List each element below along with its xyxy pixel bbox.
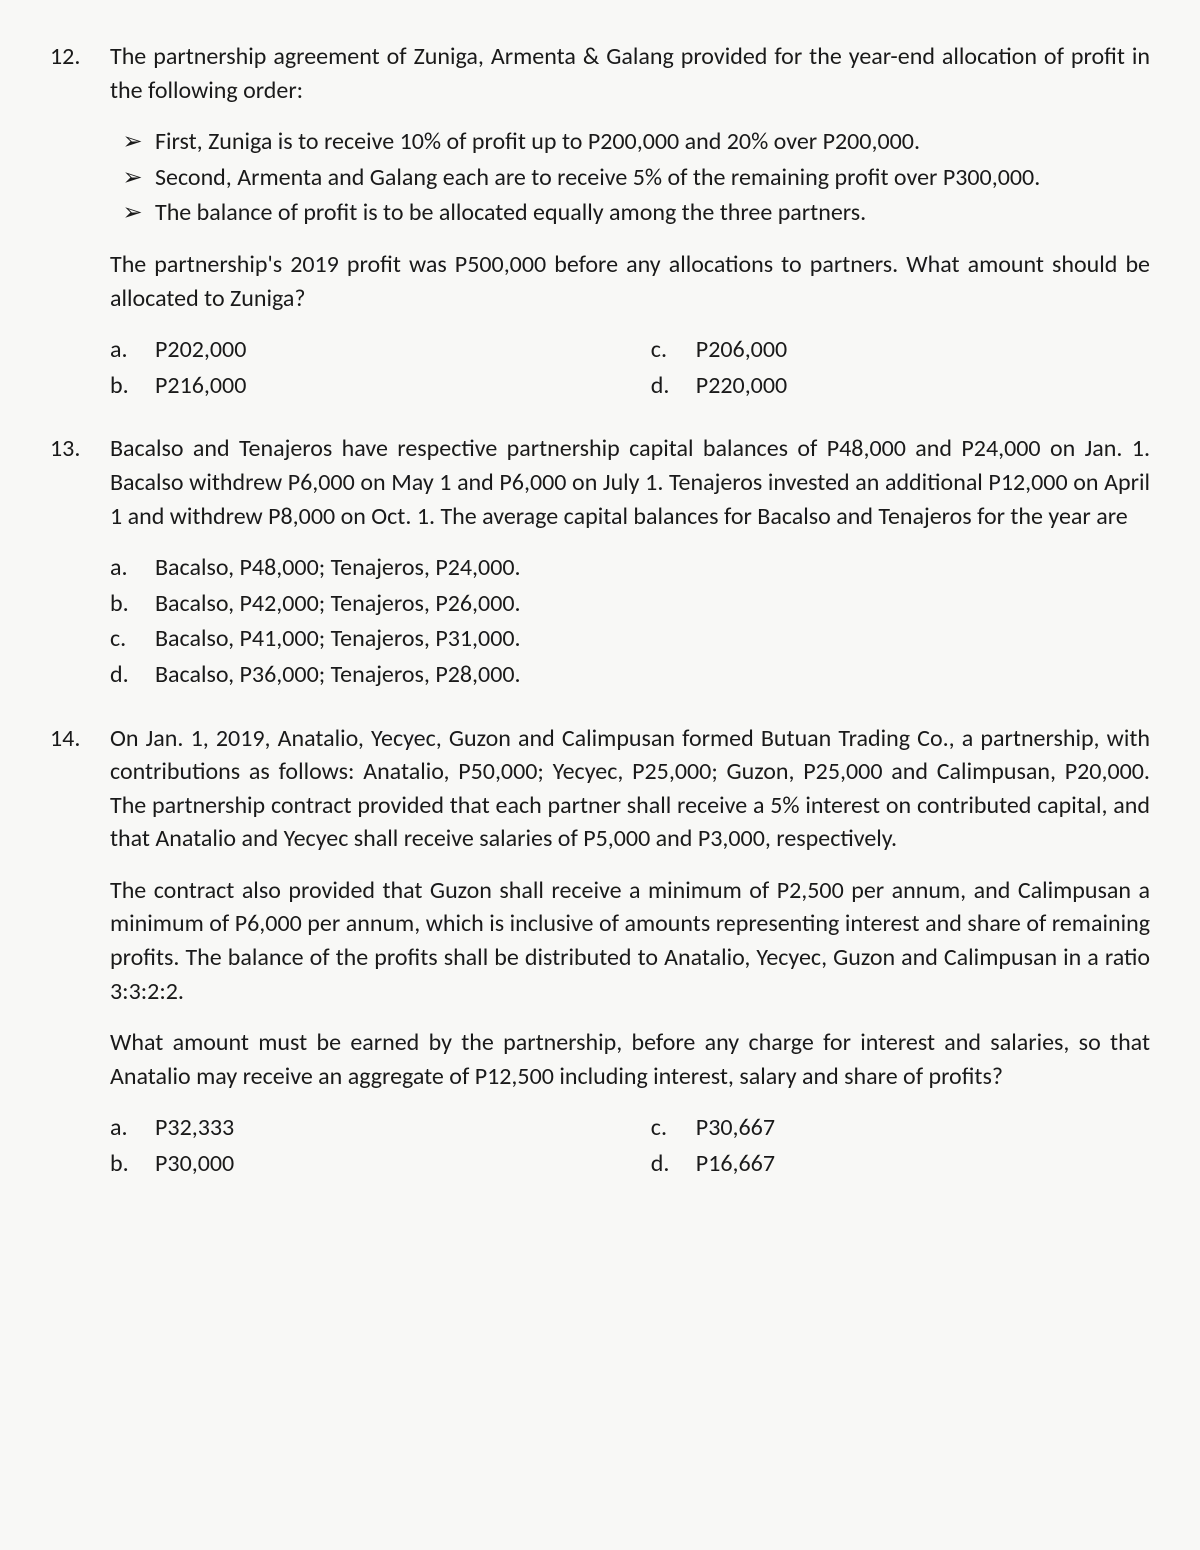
question-13: 13. Bacalso and Tenajeros have respectiv… — [50, 432, 1150, 693]
choice-text: P16,667 — [696, 1147, 1150, 1181]
choices: a. P202,000 b. P216,000 c. P206,000 d. P… — [110, 333, 1150, 404]
choice-letter: a. — [110, 1111, 155, 1145]
choice-text: P220,000 — [696, 369, 1150, 403]
choice-text: P206,000 — [696, 333, 1150, 367]
choice-c: c. P30,667 — [651, 1111, 1150, 1145]
choices-right-column: c. P30,667 d. P16,667 — [651, 1111, 1150, 1182]
choice-letter: d. — [651, 369, 696, 403]
choice-text: Bacalso, P36,000; Tenajeros, P28,000. — [155, 658, 1150, 692]
question-text: On Jan. 1, 2019, Anatalio, Yecyec, Guzon… — [110, 722, 1150, 856]
question-body: The partnership agreement of Zuniga, Arm… — [110, 40, 1150, 404]
bullet-text: The balance of profit is to be allocated… — [155, 196, 1150, 230]
choice-d: d. P220,000 — [651, 369, 1150, 403]
choice-letter: d. — [110, 658, 155, 692]
choice-text: P216,000 — [155, 369, 651, 403]
question-number: 13. — [50, 432, 110, 693]
question-text: The partnership agreement of Zuniga, Arm… — [110, 40, 1150, 107]
bullet-text: Second, Armenta and Galang each are to r… — [155, 161, 1150, 195]
bullet-item: ➢ Second, Armenta and Galang each are to… — [110, 161, 1150, 195]
question-text: What amount must be earned by the partne… — [110, 1026, 1150, 1093]
question-text: The partnership's 2019 profit was P500,0… — [110, 248, 1150, 315]
choice-b: b. P216,000 — [110, 369, 651, 403]
choice-d: d. Bacalso, P36,000; Tenajeros, P28,000. — [110, 658, 1150, 692]
choices: a. Bacalso, P48,000; Tenajeros, P24,000.… — [110, 551, 1150, 691]
choice-c: c. Bacalso, P41,000; Tenajeros, P31,000. — [110, 622, 1150, 656]
choice-b: b. P30,000 — [110, 1147, 651, 1181]
bullet-marker: ➢ — [110, 196, 155, 230]
choice-a: a. P202,000 — [110, 333, 651, 367]
choice-c: c. P206,000 — [651, 333, 1150, 367]
bullet-marker: ➢ — [110, 125, 155, 159]
choice-letter: b. — [110, 369, 155, 403]
choices-left-column: a. P202,000 b. P216,000 — [110, 333, 651, 404]
question-number: 12. — [50, 40, 110, 404]
choice-text: Bacalso, P42,000; Tenajeros, P26,000. — [155, 587, 1150, 621]
choice-d: d. P16,667 — [651, 1147, 1150, 1181]
choices-left-column: a. P32,333 b. P30,000 — [110, 1111, 651, 1182]
question-12: 12. The partnership agreement of Zuniga,… — [50, 40, 1150, 404]
choice-text: P30,667 — [696, 1111, 1150, 1145]
bullet-item: ➢ First, Zuniga is to receive 10% of pro… — [110, 125, 1150, 159]
bullet-marker: ➢ — [110, 161, 155, 195]
choice-letter: c. — [110, 622, 155, 656]
choice-letter: a. — [110, 333, 155, 367]
question-text: Bacalso and Tenajeros have respective pa… — [110, 432, 1150, 533]
choice-a: a. P32,333 — [110, 1111, 651, 1145]
question-number: 14. — [50, 722, 110, 1183]
question-text: The contract also provided that Guzon sh… — [110, 874, 1150, 1008]
choice-letter: a. — [110, 551, 155, 585]
choice-a: a. Bacalso, P48,000; Tenajeros, P24,000. — [110, 551, 1150, 585]
bullet-list: ➢ First, Zuniga is to receive 10% of pro… — [110, 125, 1150, 230]
bullet-text: First, Zuniga is to receive 10% of profi… — [155, 125, 1150, 159]
question-14: 14. On Jan. 1, 2019, Anatalio, Yecyec, G… — [50, 722, 1150, 1183]
question-body: Bacalso and Tenajeros have respective pa… — [110, 432, 1150, 693]
choice-text: Bacalso, P41,000; Tenajeros, P31,000. — [155, 622, 1150, 656]
choices-right-column: c. P206,000 d. P220,000 — [651, 333, 1150, 404]
choice-b: b. Bacalso, P42,000; Tenajeros, P26,000. — [110, 587, 1150, 621]
bullet-item: ➢ The balance of profit is to be allocat… — [110, 196, 1150, 230]
choices: a. P32,333 b. P30,000 c. P30,667 d. P16,… — [110, 1111, 1150, 1182]
choice-text: P202,000 — [155, 333, 651, 367]
choice-letter: c. — [651, 333, 696, 367]
question-body: On Jan. 1, 2019, Anatalio, Yecyec, Guzon… — [110, 722, 1150, 1183]
choice-text: P30,000 — [155, 1147, 651, 1181]
choice-letter: b. — [110, 1147, 155, 1181]
choice-letter: d. — [651, 1147, 696, 1181]
choice-letter: c. — [651, 1111, 696, 1145]
choice-text: P32,333 — [155, 1111, 651, 1145]
choice-letter: b. — [110, 587, 155, 621]
choice-text: Bacalso, P48,000; Tenajeros, P24,000. — [155, 551, 1150, 585]
